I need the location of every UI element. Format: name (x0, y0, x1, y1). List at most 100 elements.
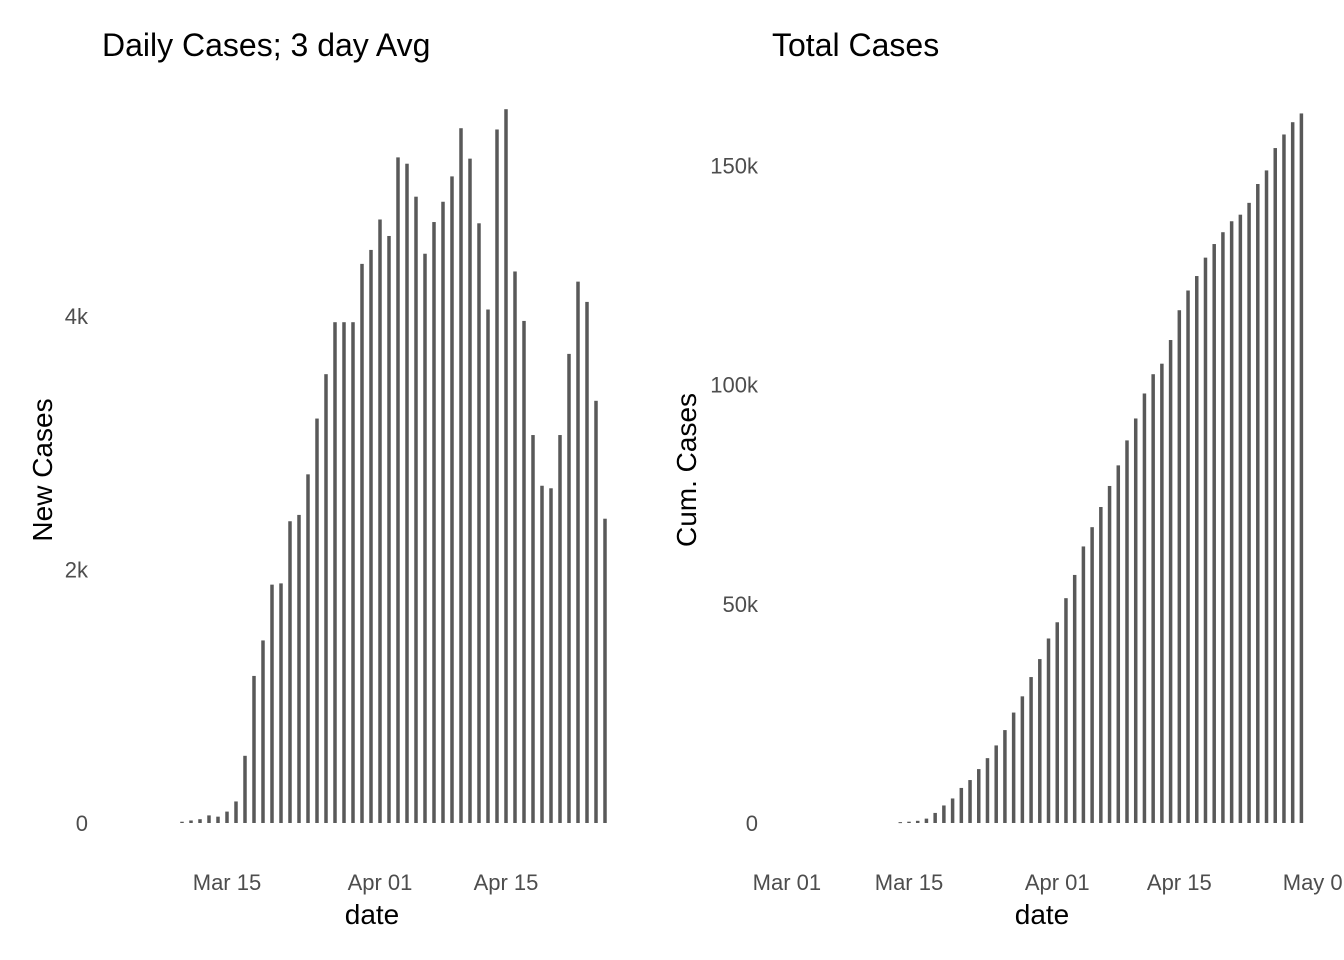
bar (950, 798, 955, 823)
daily-cases-panel: Daily Cases; 3 day Avg New Cases date 0 2… (27, 27, 607, 930)
bar (1029, 677, 1033, 823)
bar (450, 176, 454, 823)
bar (225, 811, 229, 823)
bar (1229, 221, 1234, 823)
bar (907, 821, 911, 823)
bar (495, 129, 499, 824)
bar (968, 780, 972, 823)
bar (1003, 730, 1007, 823)
bar (924, 818, 929, 823)
total-cases-panel: Total Cases Cum. Cases date 0 50k 100k 150k… (671, 27, 1344, 930)
y-axis-label: New Cases (27, 398, 58, 541)
bar (1168, 340, 1173, 823)
bar (1072, 574, 1077, 823)
bar (432, 222, 436, 824)
bar (531, 435, 535, 823)
bar (1125, 440, 1129, 823)
bar (1273, 148, 1277, 823)
x-tick-labels: Mar 01 Mar 15 Apr 01 Apr 15 May 01 (753, 870, 1344, 895)
bar-series (180, 109, 607, 824)
bar (288, 521, 292, 823)
bar (315, 418, 319, 823)
y-tick-label: 100k (710, 373, 759, 398)
chart-title: Total Cases (772, 27, 939, 63)
y-tick-label: 0 (76, 811, 88, 836)
bar (1055, 622, 1059, 823)
bar (1116, 465, 1121, 823)
bar (423, 253, 427, 824)
x-tick-label: Apr 15 (474, 870, 539, 895)
bar (558, 435, 562, 823)
bar (486, 309, 490, 823)
bar (459, 128, 463, 823)
x-tick-label: Mar 15 (875, 870, 943, 895)
y-tick-label: 2k (65, 557, 89, 582)
bar (594, 400, 598, 823)
chart-title: Daily Cases; 3 day Avg (102, 27, 430, 63)
bar (977, 769, 981, 823)
bar (270, 584, 274, 823)
bar (1203, 257, 1208, 823)
bar (1038, 659, 1042, 823)
bar (414, 196, 418, 823)
bar (933, 812, 937, 823)
bar (1221, 232, 1225, 823)
bar (333, 322, 337, 823)
x-tick-label: Mar 15 (193, 870, 261, 895)
bar (189, 820, 193, 823)
bar (1046, 638, 1051, 823)
y-tick-label: 4k (65, 304, 89, 329)
bar (1133, 418, 1138, 823)
y-tick-label: 0 (746, 811, 758, 836)
bar-series (898, 113, 1304, 824)
bar (1282, 134, 1286, 824)
bar (387, 235, 391, 824)
bar (1151, 374, 1155, 823)
bar (252, 675, 256, 823)
x-tick-labels: Mar 15 Apr 01 Apr 15 (193, 870, 539, 895)
bar (1177, 310, 1182, 824)
bar (898, 822, 903, 824)
bar (1081, 546, 1086, 823)
bar (324, 374, 328, 823)
bar (405, 163, 409, 823)
bar (1064, 598, 1068, 823)
bar (1107, 485, 1112, 823)
y-axis-label: Cum. Cases (671, 393, 702, 547)
bar (513, 271, 517, 824)
bar (378, 219, 382, 823)
bar (216, 816, 220, 823)
y-tick-label: 50k (723, 592, 759, 617)
x-tick-label: Apr 15 (1147, 870, 1212, 895)
bar (351, 322, 355, 823)
bar (504, 109, 508, 823)
bar (522, 320, 526, 823)
bar (985, 758, 990, 823)
bar (1011, 712, 1016, 823)
bar (198, 819, 202, 823)
bar (207, 815, 211, 823)
bar (1264, 170, 1269, 823)
bar (1290, 122, 1295, 823)
bar (1020, 696, 1025, 823)
bar (567, 353, 571, 823)
bar (261, 640, 265, 823)
bar (549, 488, 553, 823)
bar (1090, 527, 1094, 823)
bar (369, 249, 373, 823)
y-tick-labels: 0 2k 4k (65, 304, 89, 836)
bar (279, 583, 283, 824)
x-axis-label: date (1015, 899, 1070, 930)
bar (1212, 244, 1216, 824)
bar (477, 223, 481, 824)
bar (1142, 393, 1147, 823)
x-tick-label: Apr 01 (348, 870, 413, 895)
bar (1099, 507, 1103, 823)
bar (234, 801, 238, 823)
y-tick-label: 150k (710, 154, 759, 179)
bar (468, 158, 472, 823)
bar (306, 474, 310, 823)
bar (441, 201, 445, 823)
x-tick-label: May 01 (1283, 870, 1344, 895)
bar (994, 745, 998, 823)
